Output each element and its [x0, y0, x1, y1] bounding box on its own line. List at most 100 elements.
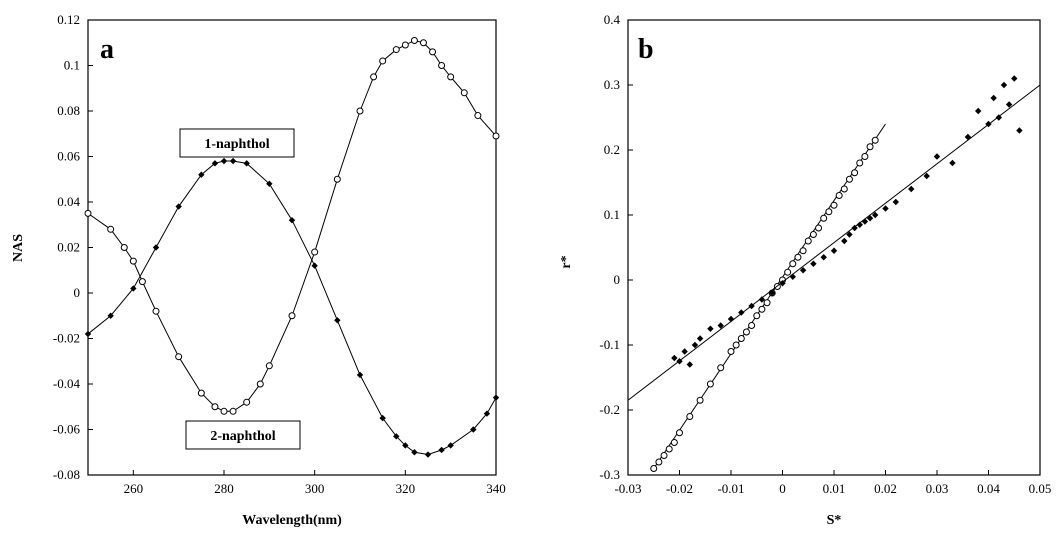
panel-b-y-tick-label: -0.3: [599, 467, 620, 482]
panel-a-series-1-point: [402, 442, 409, 449]
panel-b-series-1-point: [655, 458, 663, 466]
panel-a-series-2-point: [410, 36, 418, 44]
panel-a-series-2-point: [265, 362, 273, 370]
panel-b-series-2-point: [964, 133, 972, 141]
panel-a-y-tick-label: 0.12: [57, 12, 80, 27]
panel-a-series-2-point: [197, 389, 205, 397]
panel-a-series-1: [84, 157, 500, 458]
panel-a-series-1-point: [356, 371, 364, 379]
panel-a-x-tick-label: 340: [486, 481, 506, 496]
panel-a-y-tick-label: -0.08: [53, 467, 80, 482]
panel-a-series-1-point: [266, 180, 273, 187]
panel-b-series-1-point: [686, 413, 694, 420]
panel-b-series-2-point: [707, 325, 714, 332]
panel-b-x-tick-label: -0.02: [666, 481, 693, 496]
panel-b-x-tick-label: 0.01: [823, 481, 846, 496]
panel-b-series-2-point: [671, 354, 678, 362]
panel-b-series-1-point: [845, 175, 853, 183]
panel-b-series-2-point: [985, 120, 992, 128]
panel-b-series-1-point: [820, 214, 828, 222]
panel-a-x-tick-label: 260: [124, 481, 144, 496]
panel-b-series-2-point: [789, 273, 796, 280]
panel-a-series-2-point: [333, 175, 341, 183]
panel-a-y-tick-label: 0.1: [64, 58, 80, 73]
panel-a-marks: [84, 36, 500, 458]
panel-a-series-2-point: [288, 312, 296, 320]
panel-b-series-2-point: [799, 267, 807, 274]
panel-b-y-tick-label: 0.2: [604, 142, 620, 157]
panel-a-series-1-point: [243, 160, 250, 167]
panel-a-series-1-point: [152, 244, 160, 251]
panel-b-x-tick-label: -0.03: [614, 481, 641, 496]
annotation-box-2-naphthol: [185, 420, 301, 450]
panel-b-series-1-point: [871, 136, 879, 144]
panel-b-y-axis: -0.3 -0.2 -0.1 0 0.1 0.2 0.3 0.4: [599, 12, 633, 482]
panel-b-series-2: [627, 75, 1041, 401]
panel-a-series-1-line: [87, 160, 497, 456]
panel-b-y-tick-label: -0.2: [599, 402, 620, 417]
panel-a-series-1-point: [130, 285, 137, 292]
panel-b-series-1-point: [861, 153, 869, 160]
panel-b-series-2-point: [676, 358, 683, 365]
panel-a-series-2-point: [152, 307, 160, 315]
panel-a-series-2-point: [107, 225, 115, 233]
panel-b-series-1-point: [804, 237, 812, 245]
panel-b-series-1-point: [830, 201, 838, 209]
annotation-box-1-naphthol: [179, 128, 295, 158]
panel-b-series-2-point: [995, 114, 1002, 121]
panel-a-series-1-point: [393, 433, 400, 440]
panel-b-series-1-point: [748, 322, 756, 329]
panel-a-y-axis: -0.08 -0.06 -0.04 -0.02 0 0.02 0.04 0.06 0.08 0.1…: [53, 12, 93, 482]
annotation-1-naphthol: 1-naphthol: [204, 137, 269, 152]
panel-a-x-axis: 260 280 300 320 340: [124, 470, 506, 496]
panel-a-series-2-point: [243, 398, 251, 406]
panel-a-series-2-point: [429, 48, 437, 56]
panel-b-series-1-point: [799, 247, 807, 255]
panel-a-series-1-point: [211, 160, 219, 167]
panel-b-y-tick-label: 0.4: [604, 12, 621, 27]
panel-b-series-1-point: [825, 208, 833, 216]
panel-b-series-2-point: [923, 172, 930, 180]
panel-a-y-tick-label: 0.08: [57, 103, 80, 118]
panel-b-series-2-point: [758, 296, 766, 303]
panel-a-series-2-point: [370, 73, 378, 81]
panel-b-series-2-point: [727, 315, 735, 323]
panel-a-series-2: [84, 36, 500, 415]
panel-b-series-2-point: [856, 221, 863, 228]
panel-b-series-2-point: [851, 224, 858, 232]
panel-b-series-2-point: [949, 159, 956, 167]
panel-b-series-2-point: [908, 185, 915, 193]
panel-a-series-2-point: [438, 62, 446, 69]
panel-a-y-tick-label: 0: [74, 285, 81, 300]
panel-a-x-tick-label: 300: [305, 481, 325, 496]
panel-b-y-tick-label: 0: [614, 272, 621, 287]
panel-b-series-2-point: [1005, 101, 1013, 108]
panel-b-series-1-point: [866, 143, 874, 151]
panel-b-series-1-point: [789, 260, 797, 268]
panel-a-series-1-point: [107, 312, 114, 319]
panel-b-series-2-fit-line: [627, 84, 1041, 401]
panel-b-series-2-point: [841, 237, 848, 245]
panel-b-x-tick-label: 0.05: [1029, 481, 1052, 496]
panel-b-series-2-point: [748, 302, 755, 310]
panel-b-series-2-point: [696, 335, 704, 342]
panel-b-series-1-point: [706, 380, 714, 388]
panel-a-series-2-point: [256, 380, 264, 388]
panel-b-series-1-point: [737, 335, 745, 342]
panel-a-series-1-point: [198, 171, 205, 178]
panel-a-series-2-point: [356, 107, 364, 115]
panel-b-series-2-point: [738, 309, 745, 316]
panel-b-series-2-point: [779, 280, 786, 287]
panel-b-series-2-point: [769, 289, 776, 297]
panel-b-series-2-point: [686, 361, 693, 368]
panel-b-x-tick-label: 0: [779, 481, 786, 496]
panel-a-series-1-point: [379, 414, 386, 422]
panel-b-series-1-point: [696, 396, 704, 404]
panel-b-series-1-point: [732, 341, 740, 349]
panel-b-y-axis-label: r*: [559, 255, 574, 268]
panel-b-series-1-point: [717, 364, 725, 372]
panel-b-series-1-point: [809, 231, 817, 238]
panel-a-series-1-point: [447, 442, 454, 449]
